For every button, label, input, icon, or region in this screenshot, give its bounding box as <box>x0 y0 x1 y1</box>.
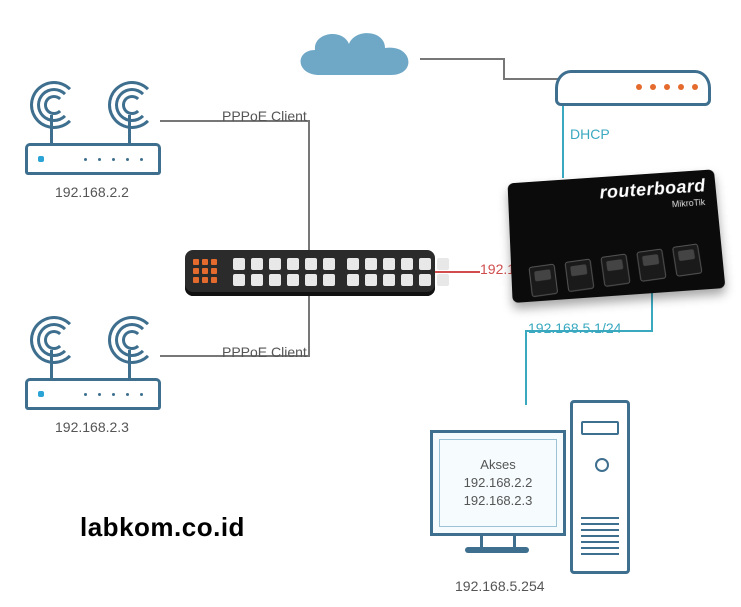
edge-cloud-modem-2 <box>503 58 505 80</box>
label-pppoe1: PPPoE Client <box>222 108 307 124</box>
cloud-icon <box>285 20 425 90</box>
monitor-line2: 192.168.2.3 <box>464 492 533 510</box>
label-pppoe2: PPPoE Client <box>222 344 307 360</box>
label-lan-teal: 192.168.5.1/24 <box>528 320 621 336</box>
edge-cloud-modem-3 <box>503 78 558 80</box>
diagram-canvas: { "type": "network-diagram", "canvas": {… <box>0 0 741 607</box>
watermark: labkom.co.id <box>80 512 245 543</box>
label-router2-ip: 192.168.2.3 <box>55 419 129 435</box>
modem-icon <box>555 70 711 106</box>
edge-router2-switch-v <box>308 296 310 356</box>
edge-router1-switch-v <box>308 120 310 250</box>
routerboard-icon: routerboard MikroTik <box>510 175 720 295</box>
label-dhcp: DHCP <box>570 126 610 142</box>
label-router1-ip: 192.168.2.2 <box>55 184 129 200</box>
edge-rb-pc-1 <box>651 292 653 332</box>
wireless-ap-2 <box>10 310 170 410</box>
routerboard-sub: MikroTik <box>671 197 705 209</box>
edge-modem-rb <box>562 100 564 178</box>
pc-icon: Akses 192.168.2.2 192.168.2.3 <box>430 400 630 590</box>
switch-icon <box>185 250 435 296</box>
monitor-title: Akses <box>480 456 515 474</box>
edge-rb-pc-3 <box>525 330 527 405</box>
edge-cloud-modem-1 <box>420 58 505 60</box>
monitor-line1: 192.168.2.2 <box>464 474 533 492</box>
wireless-ap-1 <box>10 75 170 175</box>
